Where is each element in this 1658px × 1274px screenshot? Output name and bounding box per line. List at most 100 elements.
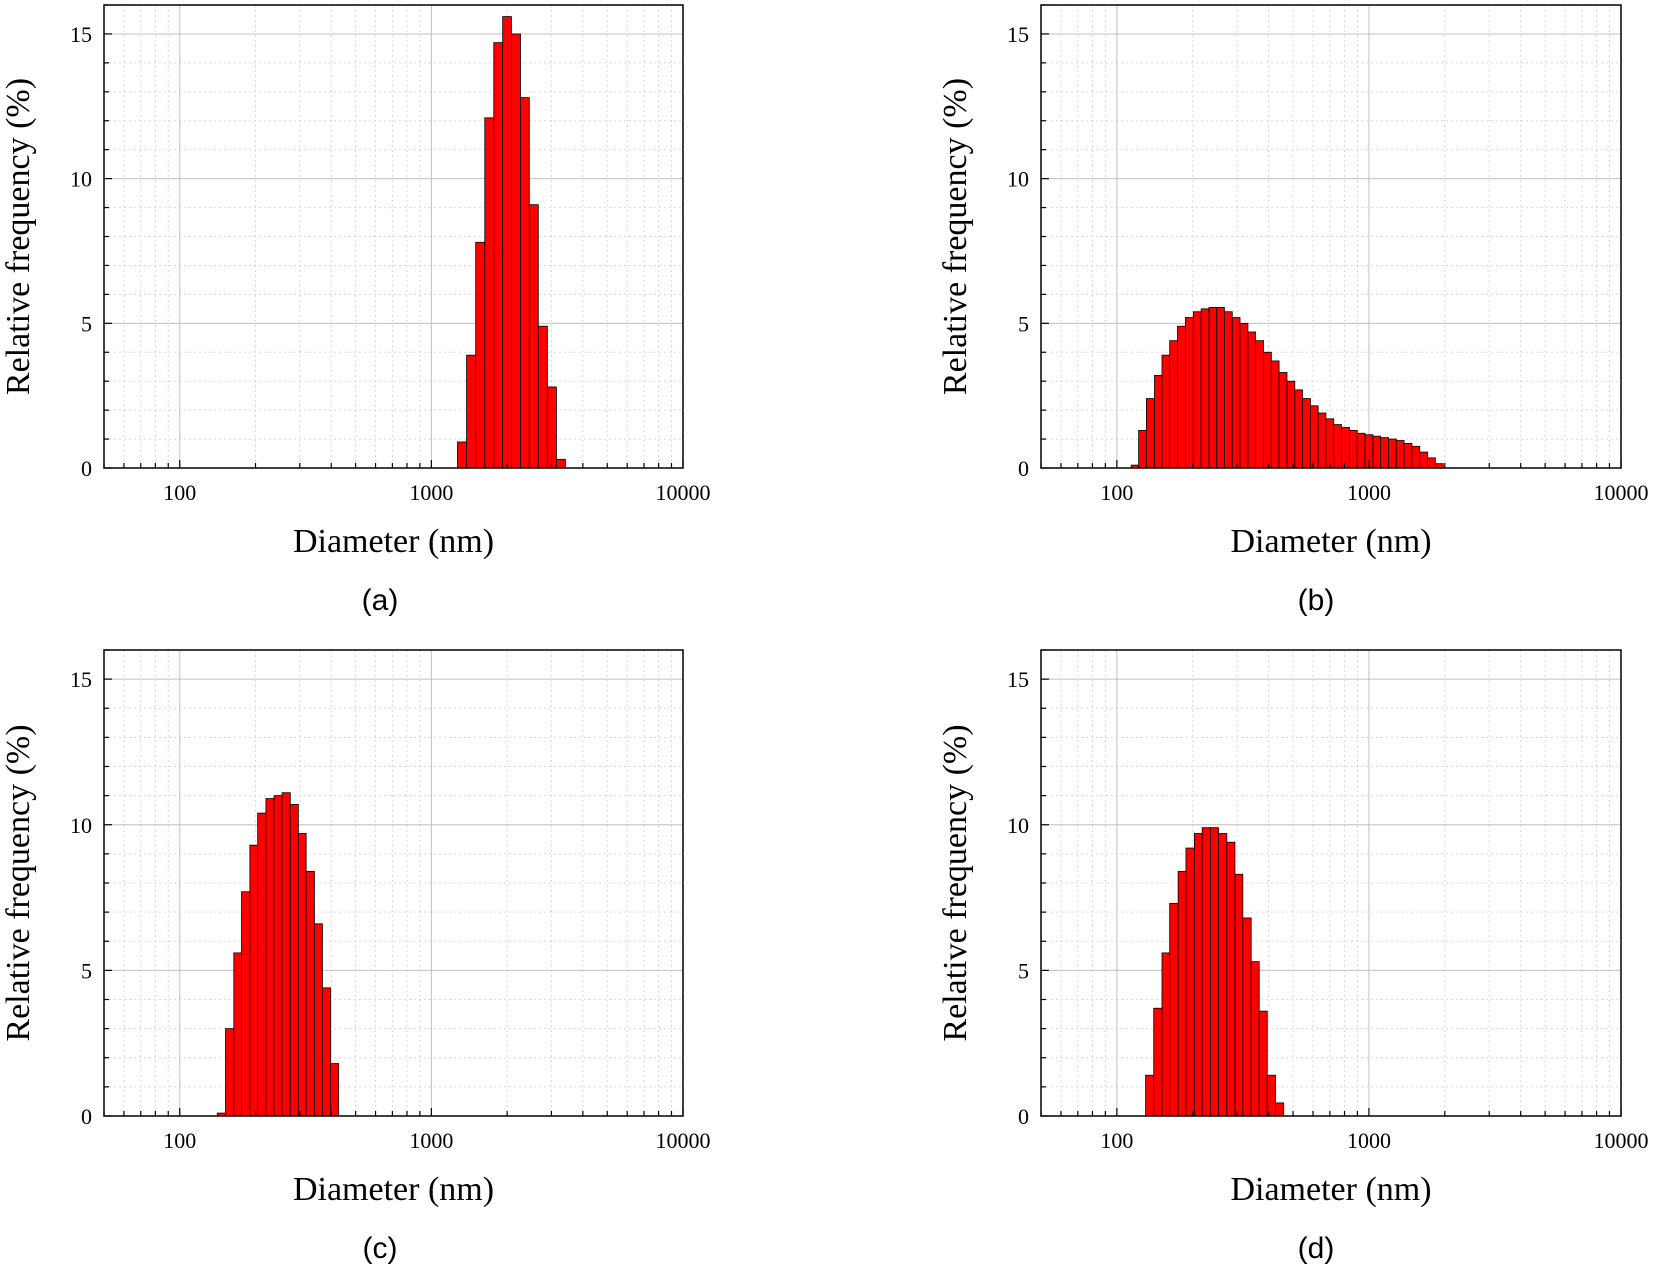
histogram-bar	[1185, 847, 1195, 1117]
histogram-bar	[1177, 870, 1187, 1117]
histogram-bar	[1200, 308, 1210, 469]
histogram-bar	[457, 441, 467, 469]
y-tick-label: 15	[70, 22, 92, 47]
y-tick-label: 5	[81, 311, 92, 336]
histogram-bar	[1177, 325, 1186, 469]
y-axis-ticks	[1041, 649, 1049, 1117]
histogram-bar	[1411, 445, 1421, 469]
histogram-bar	[330, 1063, 340, 1117]
panel-label: (d)	[1298, 1232, 1335, 1265]
histogram-bar	[1193, 833, 1203, 1117]
histogram-bar	[1169, 902, 1179, 1117]
histogram-bar	[1356, 432, 1366, 469]
histogram-bars	[1145, 827, 1285, 1117]
histogram-bar	[528, 204, 539, 469]
histogram-bar	[233, 952, 242, 1117]
histogram-bar	[1333, 424, 1342, 469]
histogram-bar	[520, 97, 530, 469]
histogram-bar	[257, 812, 267, 1117]
histogram-bar	[1419, 451, 1429, 469]
histogram-bar	[1294, 389, 1303, 469]
x-axis-ticks	[103, 1108, 684, 1116]
histogram-bar	[241, 891, 251, 1117]
histogram-bar	[1223, 311, 1233, 469]
y-tick-label: 0	[81, 456, 92, 481]
histogram-bar	[1302, 398, 1311, 469]
histogram-bar	[1310, 405, 1319, 469]
x-axis-ticks	[1040, 460, 1622, 468]
y-axis-ticks	[104, 649, 112, 1117]
histogram-bars	[1130, 306, 1444, 469]
histogram-bar	[1341, 427, 1350, 469]
histogram-bar	[1317, 412, 1327, 469]
panel-label: (b)	[1298, 584, 1335, 617]
y-tick-label: 10	[1007, 167, 1029, 192]
histogram-bar	[1184, 317, 1194, 469]
histogram-bar	[1395, 440, 1405, 469]
histogram-bar	[1258, 1010, 1268, 1117]
histogram-bar	[249, 844, 259, 1117]
y-axis-title: Relative frequency (%)	[0, 724, 37, 1041]
y-tick-label: 5	[81, 958, 92, 983]
x-tick-label: 100	[1100, 480, 1133, 505]
histogram-bar	[1278, 372, 1288, 469]
histogram-bar	[1403, 443, 1413, 469]
histogram-bar	[1146, 398, 1155, 469]
y-axis-title: Relative frequency (%)	[937, 78, 974, 395]
histogram-bar	[466, 354, 477, 469]
x-axis-title: Diameter (nm)	[1230, 1171, 1431, 1208]
x-axis-ticks	[103, 460, 684, 468]
histogram-bar	[1226, 841, 1236, 1117]
y-tick-label: 0	[1018, 456, 1029, 481]
x-tick-label: 10000	[1594, 480, 1649, 505]
histogram-bar	[484, 117, 495, 469]
histogram-bar	[314, 923, 323, 1117]
histogram-bar	[1325, 418, 1335, 469]
histogram-bar	[1275, 1102, 1285, 1117]
x-tick-label: 1000	[409, 480, 453, 505]
histogram-bar	[475, 241, 486, 469]
y-tick-label: 10	[70, 167, 92, 192]
histogram-bar	[556, 458, 566, 469]
histogram-bar	[1138, 429, 1147, 469]
histogram-bar	[1388, 438, 1397, 469]
y-tick-label: 0	[81, 1104, 92, 1129]
x-tick-label: 10000	[1594, 1128, 1649, 1153]
histogram-bar	[322, 987, 332, 1117]
histogram-bar	[1161, 952, 1171, 1117]
y-axis-title: Relative frequency (%)	[0, 78, 37, 395]
histogram-bar	[281, 792, 291, 1117]
chart-panel-1: 100 1000 10000 0 5 10 15 Diameter (nm) Relative …	[0, 4, 711, 617]
histogram-bar	[1216, 306, 1225, 469]
x-tick-label: 10000	[656, 480, 711, 505]
minor-grid	[1041, 5, 1621, 468]
histogram-bar	[305, 870, 315, 1117]
histogram-bar	[1192, 311, 1202, 469]
histogram-bar	[1266, 1074, 1276, 1117]
chart-panel-3: 100 1000 10000 0 5 10 15 Diameter (nm) Relative …	[0, 649, 711, 1265]
histogram-bar	[1154, 374, 1163, 469]
histogram-bar	[1239, 322, 1249, 469]
y-tick-label: 10	[1007, 813, 1029, 838]
x-tick-label: 1000	[1347, 480, 1391, 505]
y-tick-label: 15	[70, 667, 92, 692]
x-axis-title: Diameter (nm)	[1230, 523, 1431, 560]
histogram-bar	[1286, 380, 1296, 469]
histogram-bar	[1201, 827, 1211, 1117]
chart-panel-4: 100 1000 10000 0 5 10 15 Diameter (nm) Relative …	[937, 649, 1649, 1265]
x-tick-label: 1000	[409, 1128, 453, 1153]
histogram-bar	[1263, 351, 1272, 469]
histogram-bars	[216, 792, 340, 1117]
histogram-bar	[1270, 360, 1280, 469]
histogram-bar	[1208, 306, 1218, 469]
histogram-bar	[273, 795, 283, 1117]
histogram-bar	[537, 325, 548, 469]
histogram-bar	[1234, 873, 1244, 1117]
x-axis-title: Diameter (nm)	[293, 523, 494, 560]
histogram-bar	[1255, 340, 1264, 469]
histogram-bar	[1372, 435, 1382, 469]
histogram-bar	[493, 42, 504, 469]
histogram-bar	[289, 803, 299, 1117]
minor-grid	[104, 5, 683, 468]
